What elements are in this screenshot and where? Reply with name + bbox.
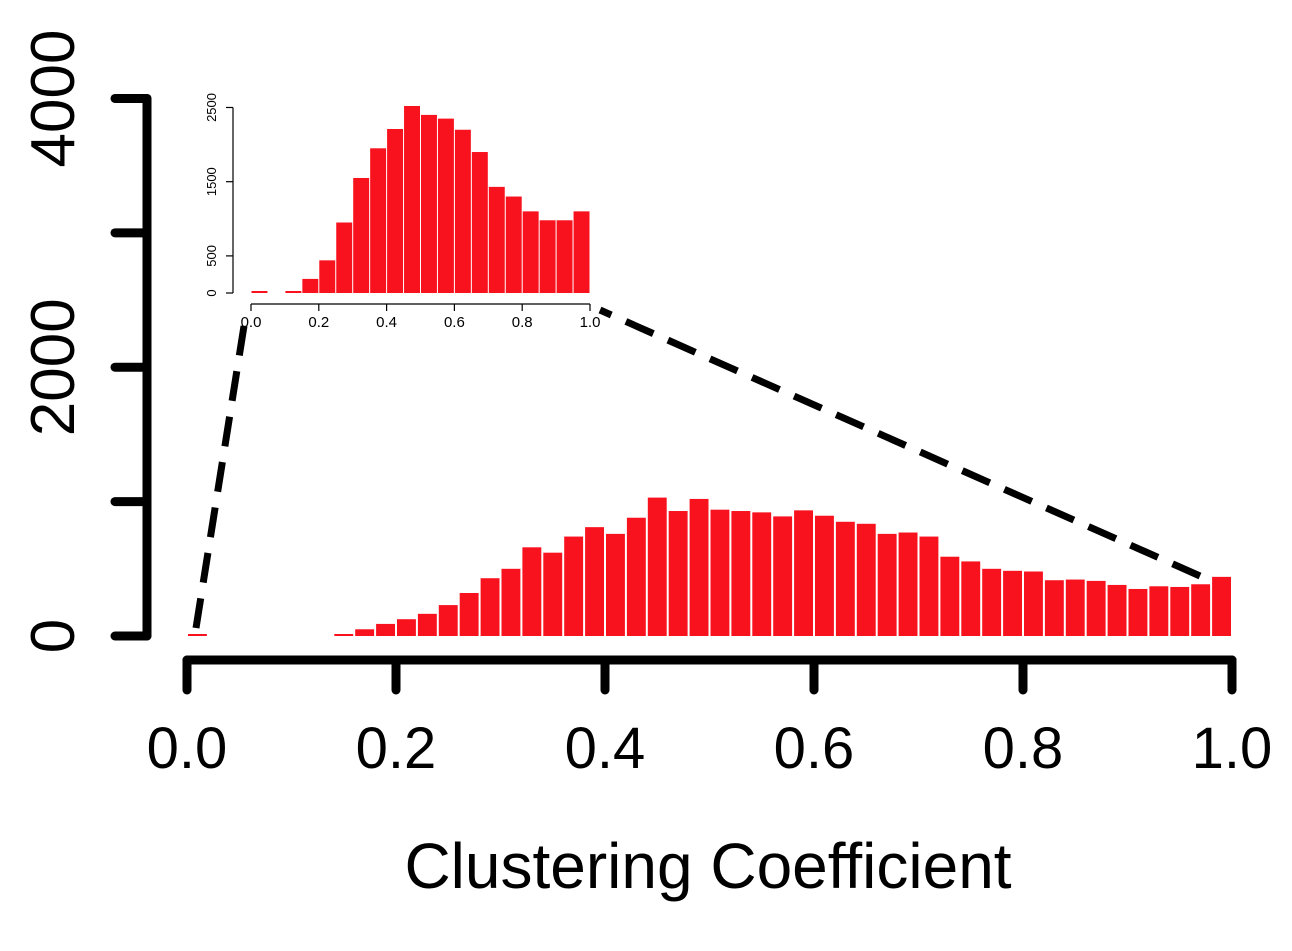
inset-bar [454,129,471,293]
main-bars [188,497,1231,636]
inset-bar [404,106,420,293]
main-bar [982,568,1002,636]
main-x-tick-label: 0.4 [565,716,646,781]
main-x-tick-label: 0.2 [356,716,437,781]
main-bar [940,556,960,636]
main-bar [1170,586,1190,636]
inset-x-axis: 0.0 0.2 0.4 0.6 0.8 1.0 [241,303,601,331]
inset-x-tick-label: 0.8 [512,314,533,331]
main-y-axis: 0 2000 4000 [19,30,152,653]
main-bar [668,511,688,636]
main-bar [1003,570,1022,636]
inset-bar [319,260,336,293]
main-y-tick-label: 4000 [19,30,88,168]
main-bar [856,523,876,636]
inset-bar [471,152,488,293]
zoom-line-left [192,325,248,629]
main-x-axis: 0.0 0.2 0.4 0.6 0.8 1.0 [147,655,1273,781]
main-bar [606,533,625,636]
main-bar [1212,576,1231,636]
main-bar [773,516,793,636]
main-bar [522,547,542,636]
main-bar [647,497,667,636]
main-y-tick-label: 2000 [19,298,88,436]
main-bar [898,532,918,636]
inset-bar [353,177,370,293]
inset-y-tick-label: 2500 [204,93,219,122]
inset-bar [370,148,387,293]
inset-bar [556,220,573,293]
main-x-tick-label: 0.8 [983,716,1064,781]
inset-x-tick-label: 0.0 [241,314,262,331]
inset-bar [251,291,268,293]
main-bar [459,593,479,636]
inset-bar [387,129,404,293]
main-bar [794,510,813,636]
main-bar [438,605,458,636]
inset-y-tick-label: 0 [204,289,219,296]
main-bar [689,498,709,636]
main-bar [815,515,834,636]
main-bar [731,511,751,636]
main-bar [564,536,584,636]
main-x-tick-label: 0.0 [147,716,228,781]
zoom-line-right [598,306,1202,580]
main-bar [1065,579,1085,636]
inset-bar [336,222,353,293]
inset-bar [505,196,522,293]
main-bar [919,536,939,636]
main-bar [417,613,437,636]
main-bar [1024,571,1043,636]
x-axis-title: Clustering Coefficient [404,830,1011,902]
main-bar [397,619,416,636]
inset-y-axis: 0 500 1500 2500 [204,93,234,297]
inset-bar [421,114,437,294]
main-bar [1086,580,1106,636]
main-x-tick-label: 1.0 [1192,716,1273,781]
main-bar [1107,584,1127,636]
inset-bar [488,186,505,293]
inset-bar [539,220,556,293]
main-bar [334,634,354,636]
main-bar [543,552,563,636]
main-bar [835,521,855,636]
inset-y-tick-label: 1500 [204,167,219,196]
inset-x-tick-label: 1.0 [580,314,601,331]
main-bar [1191,584,1211,636]
main-bar [501,568,521,636]
main-bar [355,629,375,636]
main-bar [626,517,646,636]
main-bar [1044,580,1064,636]
zoom-indicator-lines [192,306,1202,629]
main-bar [961,561,981,636]
main-x-tick-label: 0.6 [774,716,855,781]
inset-histogram: 0 500 1500 2500 0.0 0.2 0.4 0.6 0.8 1.0 [204,93,600,331]
inset-bars [251,106,590,294]
main-bar [480,578,500,636]
inset-bar [437,118,454,294]
inset-y-tick-label: 500 [204,245,219,267]
inset-x-tick-label: 0.2 [308,314,329,331]
inset-x-tick-label: 0.6 [444,314,465,331]
main-bar [752,512,772,636]
main-bar [877,533,897,636]
inset-bar [573,211,590,293]
main-bar [188,634,207,636]
main-bar [1149,586,1169,636]
main-bar [710,509,730,636]
main-bar [585,527,604,636]
inset-bar [522,211,539,293]
inset-bar [302,278,319,293]
main-y-tick-label: 0 [19,619,88,653]
main-bar [376,623,395,636]
main-bar [1128,588,1148,636]
inset-x-tick-label: 0.4 [376,314,397,331]
inset-bar [285,291,302,293]
